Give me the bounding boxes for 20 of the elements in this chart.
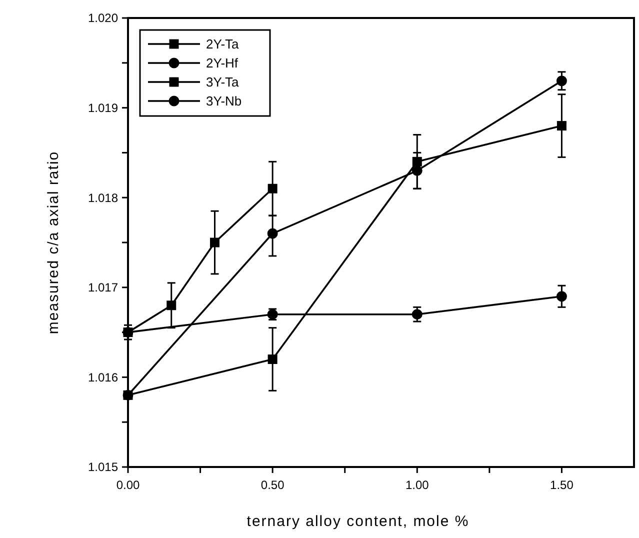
legend-label: 2Y-Ta (206, 36, 240, 52)
legend-label: 2Y-Hf (206, 56, 238, 71)
x-axis-title: ternary alloy content, mole % (246, 513, 470, 530)
legend-item: 3Y-Ta (148, 74, 239, 90)
x-tick-label: 1.00 (405, 478, 430, 492)
x-tick-label: 0.00 (116, 478, 140, 492)
y-tick-label: 1.020 (88, 11, 118, 26)
legend-label: 3Y-Nb (206, 94, 242, 109)
x-tick-label: 1.50 (550, 478, 574, 492)
legend-item: 3Y-Nb (148, 94, 242, 109)
x-tick-label: 0.50 (260, 478, 285, 492)
y-tick-label: 1.018 (88, 190, 118, 205)
legend-item: 2Y-Hf (148, 56, 238, 71)
y-tick-label: 1.017 (88, 280, 118, 295)
y-axis-title: measured c/a axial ratio (45, 150, 62, 334)
legend-item: 2Y-Ta (148, 36, 239, 52)
y-tick-label: 1.019 (88, 101, 118, 115)
y-tick-label: 1.015 (88, 460, 118, 474)
legend-label: 3Y-Ta (206, 74, 240, 90)
y-tick-label: 1.016 (88, 370, 118, 384)
